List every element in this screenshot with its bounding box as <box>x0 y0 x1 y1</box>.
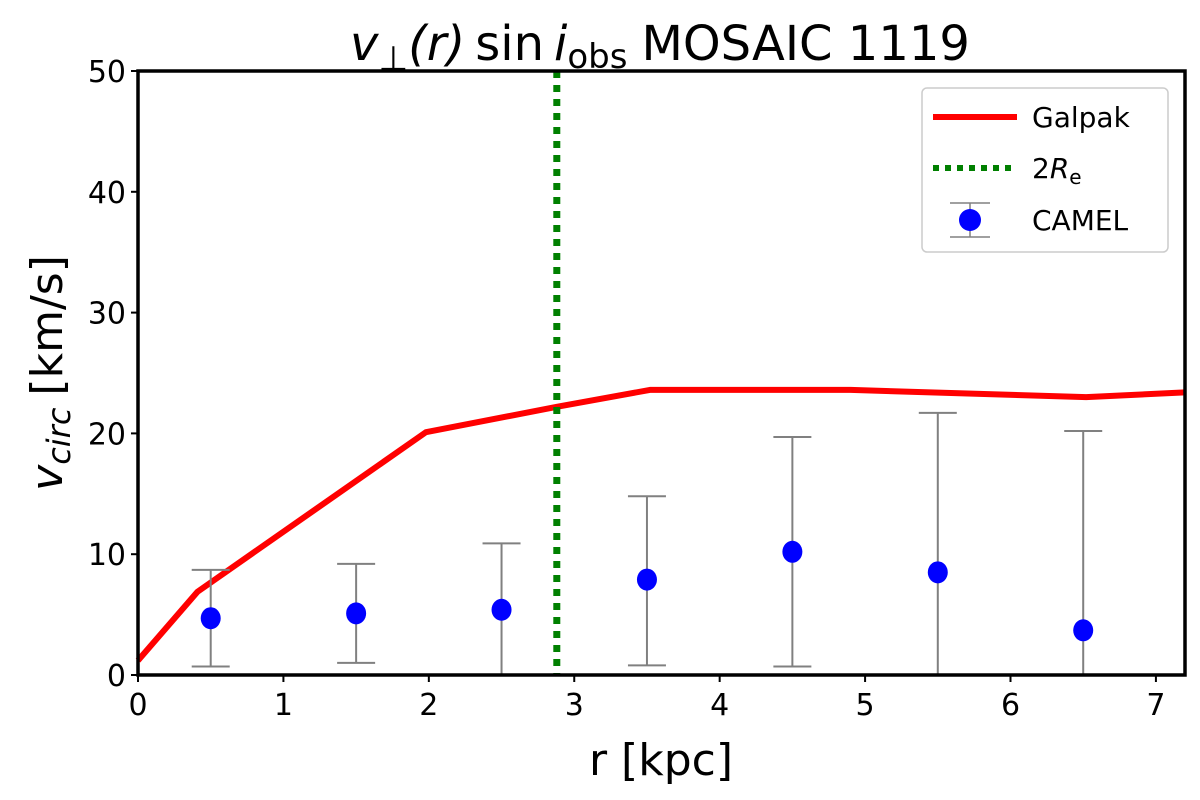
camel-point <box>1064 429 1103 675</box>
x-tick-label: 5 <box>856 688 875 723</box>
legend: Galpak 2Re CAMEL <box>921 87 1169 253</box>
camel-marker <box>636 568 657 591</box>
camel-marker <box>782 540 803 563</box>
camel-marker <box>1073 619 1094 642</box>
camel-marker <box>927 561 948 584</box>
y-tick-label: 50 <box>88 55 126 90</box>
x-tick-label: 2 <box>419 688 438 723</box>
plot-frame <box>136 69 1187 677</box>
y-axis-label: vcirc[km/s] <box>22 255 78 491</box>
y-tick-label: 40 <box>88 176 126 211</box>
x-tick-label: 3 <box>565 688 584 723</box>
x-tick-label: 6 <box>1001 688 1020 723</box>
chart-title: v⊥(r) sin iobs MOSAIC 1119 <box>350 16 970 79</box>
camel-point <box>773 436 812 668</box>
camel-point <box>627 495 666 667</box>
camel-point <box>337 562 376 664</box>
camel-marker <box>491 598 512 621</box>
x-tick-label: 7 <box>1146 688 1165 723</box>
legend-2re-label: 2Re <box>1032 152 1082 189</box>
legend-camel-label: CAMEL <box>1032 204 1129 237</box>
y-tick-label: 10 <box>88 538 126 573</box>
x-axis-label: r [kpc] <box>589 735 733 786</box>
camel-point <box>191 568 230 668</box>
x-tick-label: 4 <box>710 688 729 723</box>
x-tick-label: 1 <box>274 688 293 723</box>
camel-marker <box>346 602 367 625</box>
camel-point <box>482 542 521 675</box>
y-tick-label: 30 <box>88 297 126 332</box>
y-tick-label: 20 <box>88 417 126 452</box>
galpak-line <box>135 386 1186 663</box>
legend-box <box>921 87 1169 253</box>
camel-point <box>918 411 957 675</box>
x-tick-label: 0 <box>128 688 147 723</box>
y-tick-label: 0 <box>107 659 126 694</box>
legend-galpak-label: Galpak <box>1032 101 1131 134</box>
legend-camel-swatch <box>950 202 990 238</box>
camel-marker <box>200 607 221 630</box>
